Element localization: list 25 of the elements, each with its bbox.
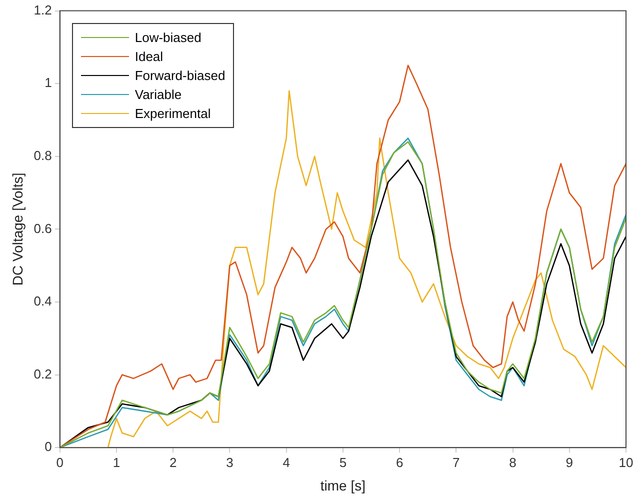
legend-label: Forward-biased xyxy=(134,66,226,85)
y-tick-label: 1 xyxy=(44,75,52,90)
x-tick-label: 5 xyxy=(339,454,347,470)
x-tick-label: 10 xyxy=(618,454,634,470)
x-tick-label: 0 xyxy=(56,454,64,470)
x-tick-label: 8 xyxy=(509,454,516,470)
legend-label: Low-biased xyxy=(134,28,202,47)
legend-label: Experimental xyxy=(134,104,211,123)
x-tick-label: 1 xyxy=(112,454,120,470)
x-axis-title: time [s] xyxy=(320,477,366,494)
legend-label: Variable xyxy=(134,86,182,104)
x-tick-label: 2 xyxy=(169,454,177,470)
x-tick-label: 7 xyxy=(452,454,460,470)
y-axis-title: DC Voltage [Volts] xyxy=(9,172,26,286)
x-tick-label: 3 xyxy=(226,454,234,470)
x-tick-label: 6 xyxy=(396,454,404,470)
y-tick-label: 0.4 xyxy=(34,294,52,309)
x-tick-label: 4 xyxy=(282,454,290,470)
y-tick-label: 0.6 xyxy=(34,220,52,236)
legend-label: Ideal xyxy=(134,48,164,66)
y-tick-label: 1.2 xyxy=(34,2,52,18)
y-tick-label: 0.2 xyxy=(34,366,52,382)
y-tick-label: 0 xyxy=(44,439,52,454)
x-tick-label: 9 xyxy=(566,454,574,470)
y-tick-label: 0.8 xyxy=(34,148,52,163)
